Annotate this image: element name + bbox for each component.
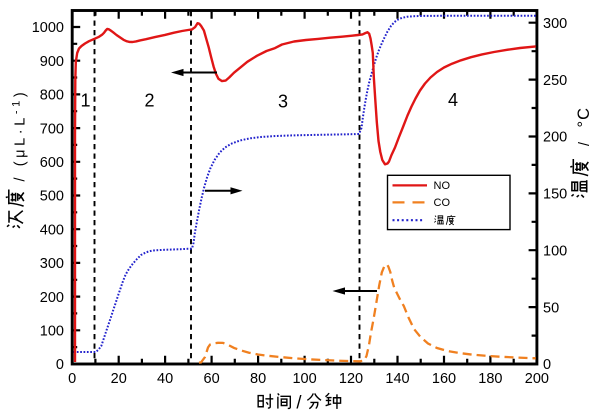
svg-text:1: 1	[80, 91, 90, 111]
svg-text:3: 3	[278, 92, 288, 112]
svg-text:100: 100	[292, 371, 316, 387]
svg-text:0: 0	[56, 357, 64, 373]
svg-text:160: 160	[432, 371, 456, 387]
svg-text:900: 900	[40, 54, 64, 70]
svg-text:°C: °C	[575, 107, 593, 128]
svg-text:200: 200	[525, 371, 549, 387]
svg-text:/: /	[577, 141, 593, 146]
svg-text:0: 0	[68, 371, 76, 387]
svg-text:60: 60	[204, 371, 220, 387]
svg-text:400: 400	[40, 222, 64, 238]
svg-text:4: 4	[448, 90, 458, 110]
svg-text:300: 300	[40, 256, 64, 272]
svg-text:2: 2	[144, 91, 154, 111]
svg-text:NO: NO	[434, 180, 451, 192]
svg-text:80: 80	[250, 371, 266, 387]
svg-text:180: 180	[478, 371, 502, 387]
svg-text:250: 250	[543, 73, 567, 89]
svg-text:140: 140	[385, 371, 409, 387]
svg-text:100: 100	[543, 243, 567, 259]
svg-text:/: /	[296, 392, 302, 413]
svg-text:CO: CO	[434, 197, 451, 209]
svg-text:20: 20	[111, 371, 127, 387]
svg-text:200: 200	[543, 130, 567, 146]
svg-text:50: 50	[543, 300, 559, 316]
svg-text:200: 200	[40, 290, 64, 306]
svg-text:0: 0	[543, 357, 551, 373]
svg-text:150: 150	[543, 187, 567, 203]
svg-text:500: 500	[40, 189, 64, 205]
svg-text:100: 100	[40, 324, 64, 340]
svg-text:700: 700	[40, 121, 64, 137]
svg-text:120: 120	[339, 371, 363, 387]
svg-text:300: 300	[543, 16, 567, 32]
svg-text:800: 800	[40, 88, 64, 104]
svg-text:1000: 1000	[32, 20, 64, 36]
svg-text:40: 40	[157, 371, 173, 387]
svg-text:600: 600	[40, 155, 64, 171]
svg-text:/ (μL·L-1): / (μL·L-1)	[11, 89, 29, 182]
